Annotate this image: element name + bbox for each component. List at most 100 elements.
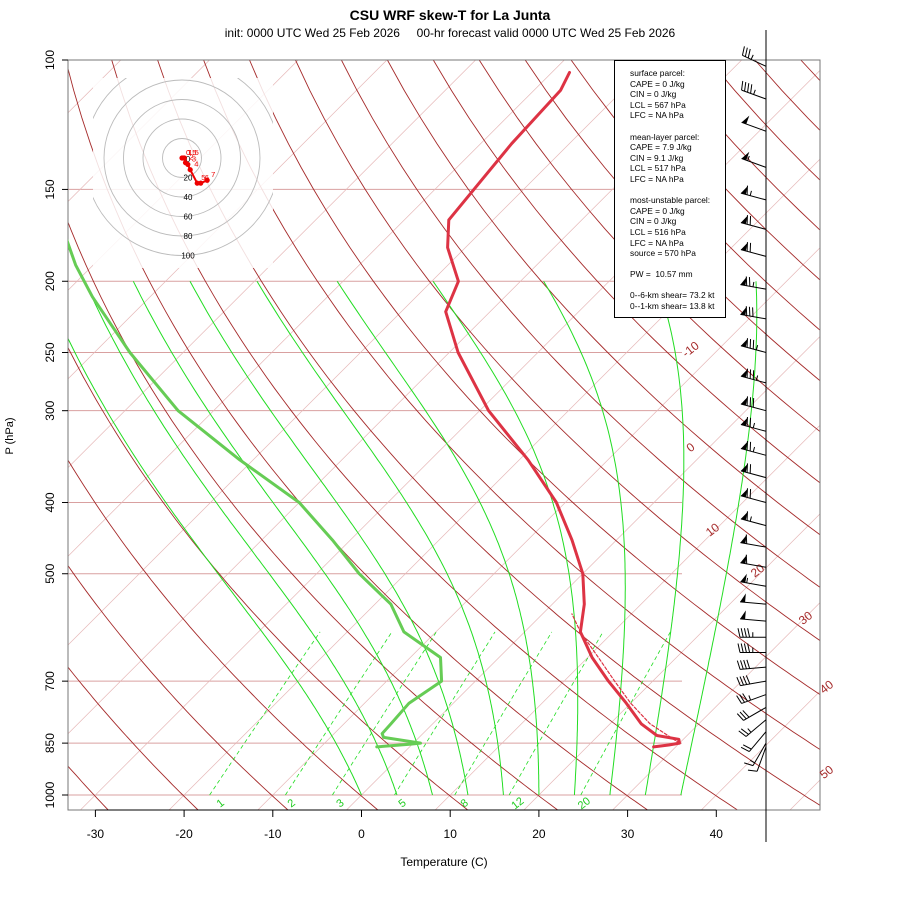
mean-layer-parcel-group: mean-layer parcel: CAPE = 7.9 J/kg CIN =… <box>630 132 725 185</box>
isotherm <box>346 336 820 810</box>
y-tick-label: 1000 <box>43 781 57 808</box>
dry-adiabat <box>68 459 379 810</box>
y-tick-label: 150 <box>43 179 57 199</box>
hodograph-ring <box>123 99 241 217</box>
chart-subtitle: init: 0000 UTC Wed 25 Feb 2026 00-hr for… <box>224 26 676 40</box>
mixing-ratio-label: 1 <box>215 797 227 810</box>
moist-adiabat <box>432 281 579 796</box>
x-tick-label: 10 <box>444 827 458 841</box>
info-line: surface parcel: <box>630 68 685 78</box>
wind-barb <box>740 440 767 456</box>
dry-adiabat <box>800 60 820 82</box>
hodograph-ring-label: 0 <box>186 155 191 164</box>
x-axis-label: Temperature (C) <box>400 855 487 869</box>
dry-adiabat <box>68 221 559 810</box>
x-tick-label: -10 <box>264 827 282 841</box>
hodograph-point-label: 5 <box>201 173 205 182</box>
mixing-ratio-label: 20 <box>576 795 593 812</box>
y-tick-label: 500 <box>43 563 57 583</box>
dry-adiabat <box>432 60 820 484</box>
wind-barb <box>740 488 767 503</box>
moist-adiabat <box>644 281 685 796</box>
wind-barb <box>740 242 767 257</box>
y-tick-label: 700 <box>43 671 57 691</box>
y-tick-label: 300 <box>43 400 57 420</box>
surface-parcel-group: surface parcel: CAPE = 0 J/kg CIN = 0 J/… <box>630 68 725 121</box>
hodograph-point-label: 7 <box>211 170 215 179</box>
dry-adiabat-label: 20 <box>748 561 767 580</box>
wind-barb <box>740 396 767 412</box>
wind-barb <box>740 215 767 230</box>
y-tick-label: 850 <box>43 733 57 753</box>
hodograph-ring <box>162 138 202 178</box>
hodograph-point <box>204 177 210 183</box>
dry-adiabat <box>478 60 820 433</box>
hodograph-point <box>185 161 191 168</box>
hodograph-ring-label: 80 <box>184 232 193 241</box>
dry-adiabat <box>68 346 469 810</box>
y-tick-label: 200 <box>43 271 57 291</box>
wind-barb <box>740 534 767 548</box>
moist-adiabat <box>256 281 504 796</box>
wind-barb <box>736 659 767 670</box>
info-line: CIN = 0 J/kg <box>630 216 677 227</box>
x-tick-label: -30 <box>87 827 105 841</box>
isotherm <box>68 60 210 202</box>
dry-adiabat <box>295 60 820 642</box>
mixing-ratio-line <box>508 631 604 796</box>
isotherm <box>612 602 820 810</box>
dry-adiabat <box>68 564 289 810</box>
hodograph-ring-label: 60 <box>184 213 193 222</box>
info-line: 0--6-km shear= 73.2 kt <box>630 290 715 301</box>
wind-barb <box>740 610 767 622</box>
info-line: LFC = NA hPa <box>630 110 684 121</box>
wind-barb <box>740 276 767 290</box>
hodograph-point <box>187 167 193 173</box>
dry-adiabat <box>387 60 820 536</box>
mixing-ratio-line <box>285 631 393 796</box>
isotherm <box>68 60 654 646</box>
dry-adiabat-label: 0 <box>684 440 698 455</box>
mixing-ratio-line <box>394 631 496 796</box>
dry-adiabat <box>524 60 820 382</box>
wind-barb <box>747 746 767 772</box>
mixing-ratio-label: 3 <box>334 797 346 810</box>
x-tick-label: 30 <box>621 827 635 841</box>
hodograph-ring-label: 40 <box>184 193 193 202</box>
hodograph-ring-label: 100 <box>181 252 195 261</box>
isotherm <box>68 60 476 469</box>
hodograph-point-label: 1.5 <box>188 148 198 157</box>
info-line: CAPE = 7.9 J/kg <box>630 142 692 153</box>
dewpoint-profile <box>68 238 444 749</box>
wind-barb <box>740 185 767 201</box>
hodograph-point-label: 0.5 <box>186 148 196 157</box>
moist-adiabat <box>84 281 398 796</box>
chart-title: CSU WRF skew-T for La Junta <box>349 7 551 23</box>
dry-adiabat-label: -10 <box>679 338 702 360</box>
wind-barb <box>740 573 767 587</box>
hodograph-point-label: 1 <box>187 148 191 157</box>
hodograph-point <box>181 155 187 161</box>
mixing-ratio-line <box>580 631 671 796</box>
info-line: source = 570 hPa <box>630 248 696 259</box>
x-tick-label: 20 <box>532 827 546 841</box>
info-line: PW = 10.57 mm <box>630 269 693 280</box>
temperature-profile <box>444 71 681 749</box>
info-line: CAPE = 0 J/kg <box>630 205 685 216</box>
info-line: mean-layer parcel: <box>630 131 700 142</box>
dry-adiabat <box>754 60 820 132</box>
sounding-profiles <box>68 71 681 749</box>
dry-adiabat-label: 10 <box>703 520 722 539</box>
wind-barb <box>740 511 767 527</box>
wind-barb <box>740 463 767 479</box>
hodograph-ring <box>93 78 273 256</box>
moist-adiabat <box>543 281 626 796</box>
hodograph-ring-label: 20 <box>184 174 193 183</box>
dry-adiabat <box>249 60 820 696</box>
dry-adiabat <box>157 60 820 806</box>
mixing-ratio-line <box>332 631 437 796</box>
info-line: CAPE = 0 J/kg <box>630 78 685 89</box>
wind-barb <box>741 46 767 67</box>
isotherm <box>68 60 565 557</box>
